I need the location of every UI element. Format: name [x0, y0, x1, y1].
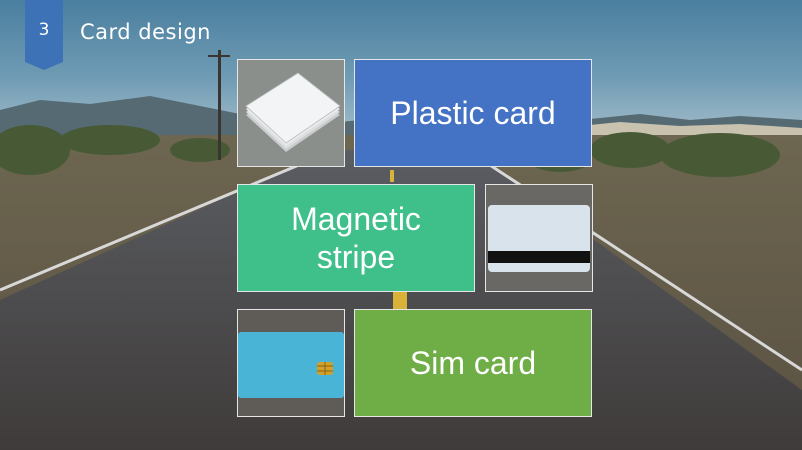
- sim-card-image-frame: [237, 309, 345, 417]
- slide-number-badge: [25, 0, 63, 70]
- badge-shape: [25, 0, 63, 70]
- magnetic-stripe-label-line1: Magnetic: [291, 200, 421, 237]
- plastic-cards-image-frame: [237, 59, 345, 167]
- magnetic-stripe-tile: Magnetic stripe: [237, 184, 475, 292]
- magnetic-stripe-card-image: [486, 185, 592, 291]
- slide-title: Card design: [80, 20, 211, 44]
- magnetic-stripe-label-line2: stripe: [316, 239, 396, 275]
- sim-card-label: Sim card: [409, 344, 537, 381]
- plastic-card-tile: Plastic card: [354, 59, 592, 167]
- plastic-cards-image: [238, 60, 344, 166]
- slide-number: 3: [38, 20, 50, 40]
- plastic-card-label: Plastic card: [390, 94, 556, 131]
- sim-card-tile: Sim card: [354, 309, 592, 417]
- magnetic-stripe-image-frame: [485, 184, 593, 292]
- sim-card-image: [238, 310, 344, 416]
- chip-icon: [317, 362, 333, 375]
